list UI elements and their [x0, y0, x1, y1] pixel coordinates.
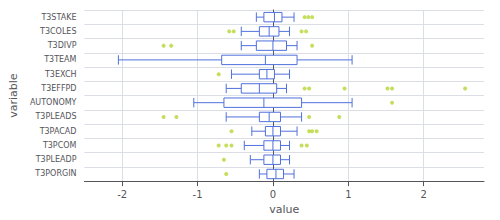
svg-text:T3PLEADP: T3PLEADP — [35, 155, 77, 164]
svg-text:T3TEAM: T3TEAM — [43, 55, 76, 64]
svg-text:-1: -1 — [193, 189, 203, 200]
svg-text:T3PCOM: T3PCOM — [42, 141, 77, 150]
svg-text:T3STAKE: T3STAKE — [40, 13, 76, 22]
svg-text:T3DIVP: T3DIVP — [47, 41, 77, 50]
svg-text:1: 1 — [345, 189, 351, 200]
svg-text:T3PACAD: T3PACAD — [39, 127, 77, 136]
svg-text:AUTONOMY: AUTONOMY — [30, 98, 77, 107]
svg-text:variable: variable — [7, 73, 20, 118]
svg-text:-2: -2 — [117, 189, 127, 200]
svg-text:T3EXCH: T3EXCH — [44, 70, 77, 79]
svg-text:0: 0 — [270, 189, 276, 200]
svg-text:T3COLES: T3COLES — [39, 27, 76, 36]
svg-text:value: value — [269, 203, 299, 216]
svg-text:2: 2 — [421, 189, 427, 200]
svg-text:T3EFFPD: T3EFFPD — [40, 84, 76, 93]
svg-text:T3PLEADS: T3PLEADS — [34, 112, 76, 121]
svg-text:T3PORGIN: T3PORGIN — [34, 169, 76, 178]
